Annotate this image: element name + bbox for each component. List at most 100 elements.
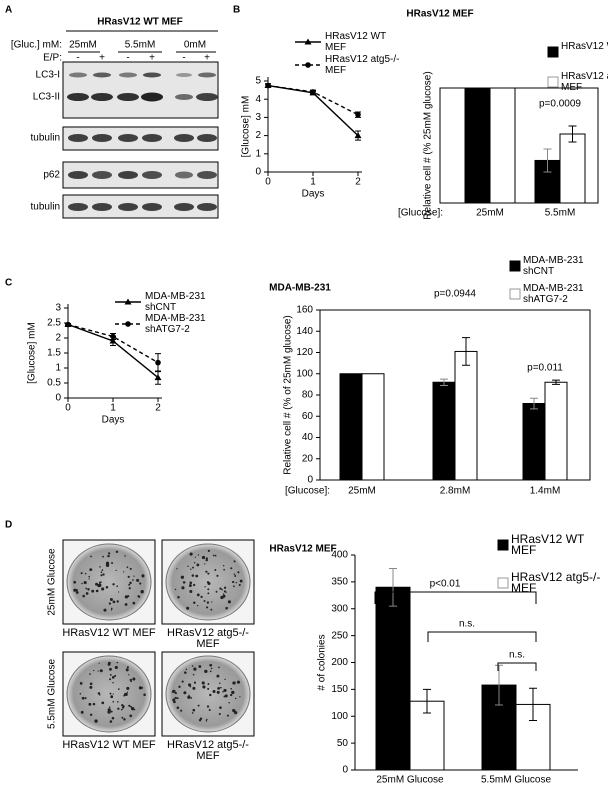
colony [176, 568, 178, 570]
panel-title: HRasV12 MEF [269, 544, 336, 555]
plate-caption-box: HRasV12 atg5-/- MEF [167, 740, 249, 762]
y-tick-label: 60 [302, 411, 314, 422]
error-bar [543, 148, 552, 173]
colony [91, 589, 95, 593]
blot-band [92, 134, 112, 142]
legend-swatch [547, 46, 559, 58]
colony [108, 706, 111, 708]
colony [101, 701, 105, 705]
y-tick-label: 1.5 [47, 348, 61, 359]
colony [196, 563, 200, 567]
colony [100, 574, 103, 577]
y-tick-label: 250 [331, 630, 348, 641]
bar [464, 87, 491, 204]
colony [97, 670, 99, 672]
legend-label: MDA-MB-231 shCNT [523, 255, 584, 277]
panel-title: MDA-MB-231 [269, 283, 331, 294]
colony [127, 595, 130, 598]
colony [111, 675, 115, 679]
colony [239, 579, 243, 583]
blot-band [198, 72, 216, 78]
colony [176, 697, 179, 700]
x-tick-label: 25mM [476, 208, 504, 219]
blot-band [197, 134, 217, 142]
colony [125, 668, 129, 672]
blot-band [93, 72, 111, 78]
colony [116, 585, 118, 588]
colony [109, 598, 113, 601]
colony [128, 583, 131, 586]
colony [219, 587, 222, 590]
ep-label: E/P: [43, 53, 62, 64]
colony [184, 671, 187, 674]
concentration: 25mM [69, 40, 97, 51]
marker [110, 333, 116, 340]
colony [127, 575, 130, 578]
colony [194, 556, 196, 558]
legend-marker [305, 62, 311, 68]
colony [233, 573, 236, 575]
panel-label: B [233, 5, 240, 16]
blot-title: HRasV12 WT MEF [97, 17, 183, 28]
y-tick-label: 3 [255, 112, 261, 123]
blot-band [196, 93, 218, 101]
colony [197, 554, 200, 556]
legend-label-box: HRasV12 WT MEF [511, 534, 584, 556]
colony [222, 691, 224, 693]
colony [210, 667, 213, 670]
x-tick-label: 2 [155, 403, 161, 414]
colony [196, 604, 199, 607]
plate-caption-box: HRasV12 WT MEF [62, 628, 155, 639]
colony [117, 707, 120, 710]
x-tick-label: 0 [65, 403, 71, 414]
colony [216, 674, 220, 678]
y-axis-label: [Glucose] mM [241, 96, 252, 158]
colony [114, 665, 118, 669]
colony [203, 600, 206, 602]
gluc-label: [Gluc.] mM: [11, 40, 62, 51]
significance-bracket [374, 591, 537, 604]
blot-band [174, 134, 194, 142]
plate-caption: HRasV12 atg5-/- MEF [167, 740, 249, 762]
colony [112, 681, 114, 684]
colony [189, 581, 193, 585]
marker [354, 132, 362, 139]
colony [206, 705, 210, 708]
y-tick-label: 350 [331, 577, 348, 588]
colony [117, 700, 119, 703]
colony [218, 666, 220, 669]
colony [99, 694, 101, 696]
colony [81, 582, 83, 585]
error-bar [568, 125, 577, 143]
colony [212, 554, 215, 557]
colony [111, 716, 115, 720]
y-tick-label: 4 [255, 94, 261, 105]
panel-title: HRasV12 MEF [406, 9, 473, 20]
colony [209, 670, 212, 673]
colony [187, 565, 189, 567]
colony [133, 575, 135, 577]
colony [211, 601, 213, 603]
colony [207, 572, 210, 575]
bar [361, 373, 385, 481]
legend-label: MDA-MB-231 shATG7-2 [145, 313, 206, 335]
plate [66, 543, 152, 621]
plate-caption: HRasV12 WT MEF [62, 740, 156, 751]
colony [102, 555, 104, 558]
colony [99, 669, 103, 673]
colony [191, 712, 194, 714]
plate-caption: HRasV12 atg5-/- MEF [167, 628, 249, 650]
colony [216, 574, 219, 577]
plate-row-label: 5.5mM Glucose [47, 659, 58, 729]
colony [129, 705, 131, 708]
legend-marker [125, 321, 131, 327]
legend-swatch [547, 76, 559, 88]
colony [214, 569, 217, 571]
colony [89, 682, 93, 686]
colony [87, 588, 90, 591]
colony [129, 567, 132, 570]
error-bar [530, 397, 538, 410]
annotation: p<0.01 [430, 579, 461, 590]
colony [128, 587, 131, 590]
colony [219, 682, 221, 685]
